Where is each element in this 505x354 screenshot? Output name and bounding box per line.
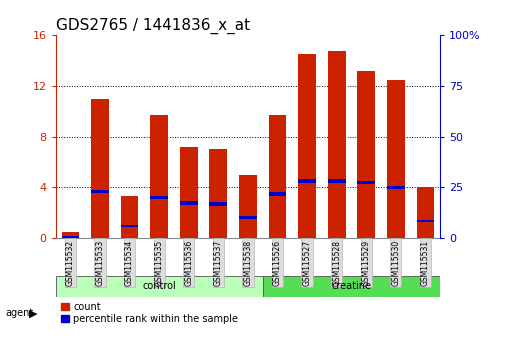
Bar — [150, 115, 168, 238]
Text: GSM115534: GSM115534 — [125, 240, 134, 286]
Bar — [357, 181, 374, 184]
Text: GSM115531: GSM115531 — [420, 240, 429, 286]
Text: ▶: ▶ — [29, 308, 37, 318]
Bar — [297, 55, 315, 238]
Bar — [150, 196, 168, 200]
Bar — [327, 179, 345, 183]
FancyBboxPatch shape — [56, 276, 262, 297]
Bar — [327, 51, 345, 238]
Bar — [268, 115, 286, 238]
Text: GSM115528: GSM115528 — [331, 240, 340, 286]
Bar — [180, 147, 197, 238]
Text: agent: agent — [5, 308, 33, 318]
Bar — [121, 196, 138, 238]
Bar — [297, 179, 315, 183]
Bar — [238, 216, 257, 218]
Text: GSM115532: GSM115532 — [66, 240, 75, 286]
Text: GSM115535: GSM115535 — [155, 240, 164, 286]
Bar — [386, 186, 404, 189]
Bar — [268, 192, 286, 196]
Text: GSM115529: GSM115529 — [361, 240, 370, 286]
Bar — [416, 188, 433, 238]
Bar — [416, 219, 433, 222]
Text: GSM115530: GSM115530 — [390, 240, 399, 286]
Text: GDS2765 / 1441836_x_at: GDS2765 / 1441836_x_at — [56, 18, 249, 34]
Text: creatine: creatine — [331, 281, 371, 291]
Text: GSM115536: GSM115536 — [184, 240, 193, 286]
Legend: count, percentile rank within the sample: count, percentile rank within the sample — [61, 302, 238, 324]
Bar — [121, 224, 138, 227]
Bar — [357, 71, 374, 238]
Bar — [209, 202, 227, 206]
Bar — [91, 190, 109, 193]
Bar — [386, 80, 404, 238]
Bar — [180, 201, 197, 205]
Text: GSM115526: GSM115526 — [273, 240, 281, 286]
Bar — [209, 149, 227, 238]
Text: control: control — [142, 281, 176, 291]
Text: GSM115538: GSM115538 — [243, 240, 252, 286]
Bar — [238, 175, 257, 238]
Bar — [62, 236, 79, 238]
Bar — [91, 99, 109, 238]
Text: GSM115527: GSM115527 — [302, 240, 311, 286]
Text: GSM115533: GSM115533 — [95, 240, 105, 286]
Bar — [62, 232, 79, 238]
Text: GSM115537: GSM115537 — [214, 240, 222, 286]
FancyBboxPatch shape — [262, 276, 439, 297]
